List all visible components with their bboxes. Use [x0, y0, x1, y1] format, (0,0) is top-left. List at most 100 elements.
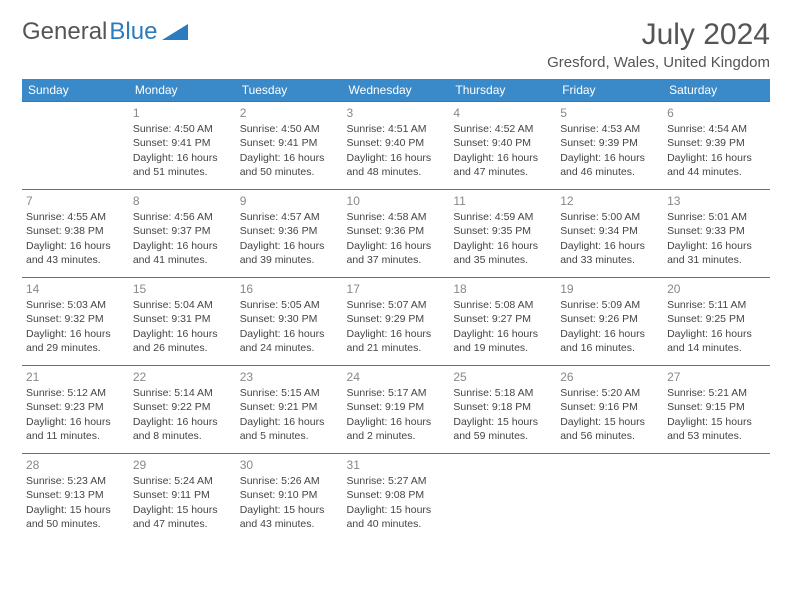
daylight-text: Daylight: 16 hours — [240, 415, 339, 429]
daylight-text: and 50 minutes. — [240, 165, 339, 179]
logo: GeneralBlue — [22, 18, 188, 46]
daylight-text: and 53 minutes. — [667, 429, 766, 443]
calendar-day-cell: 7Sunrise: 4:55 AMSunset: 9:38 PMDaylight… — [22, 190, 129, 278]
sunrise-text: Sunrise: 4:50 AM — [133, 122, 232, 136]
daylight-text: Daylight: 16 hours — [133, 327, 232, 341]
daylight-text: and 47 minutes. — [133, 517, 232, 531]
sunset-text: Sunset: 9:35 PM — [453, 224, 552, 238]
daylight-text: and 41 minutes. — [133, 253, 232, 267]
calendar-day-cell: 9Sunrise: 4:57 AMSunset: 9:36 PMDaylight… — [236, 190, 343, 278]
day-number: 22 — [133, 369, 232, 385]
sunrise-text: Sunrise: 5:17 AM — [347, 386, 446, 400]
sunrise-text: Sunrise: 5:26 AM — [240, 474, 339, 488]
calendar-day-cell: 14Sunrise: 5:03 AMSunset: 9:32 PMDayligh… — [22, 278, 129, 366]
calendar-table: SundayMondayTuesdayWednesdayThursdayFrid… — [22, 79, 770, 542]
calendar-empty-cell — [556, 454, 663, 542]
daylight-text: and 39 minutes. — [240, 253, 339, 267]
weekday-row: SundayMondayTuesdayWednesdayThursdayFrid… — [22, 79, 770, 102]
sunset-text: Sunset: 9:25 PM — [667, 312, 766, 326]
calendar-day-cell: 1Sunrise: 4:50 AMSunset: 9:41 PMDaylight… — [129, 102, 236, 190]
daylight-text: Daylight: 15 hours — [26, 503, 125, 517]
calendar-day-cell: 23Sunrise: 5:15 AMSunset: 9:21 PMDayligh… — [236, 366, 343, 454]
daylight-text: Daylight: 15 hours — [347, 503, 446, 517]
calendar-day-cell: 16Sunrise: 5:05 AMSunset: 9:30 PMDayligh… — [236, 278, 343, 366]
calendar-day-cell: 28Sunrise: 5:23 AMSunset: 9:13 PMDayligh… — [22, 454, 129, 542]
day-number: 4 — [453, 105, 552, 121]
daylight-text: and 51 minutes. — [133, 165, 232, 179]
calendar-day-cell: 25Sunrise: 5:18 AMSunset: 9:18 PMDayligh… — [449, 366, 556, 454]
calendar-day-cell: 3Sunrise: 4:51 AMSunset: 9:40 PMDaylight… — [343, 102, 450, 190]
calendar-day-cell: 24Sunrise: 5:17 AMSunset: 9:19 PMDayligh… — [343, 366, 450, 454]
daylight-text: and 48 minutes. — [347, 165, 446, 179]
weekday-header: Thursday — [449, 79, 556, 102]
weekday-header: Wednesday — [343, 79, 450, 102]
calendar-day-cell: 8Sunrise: 4:56 AMSunset: 9:37 PMDaylight… — [129, 190, 236, 278]
sunrise-text: Sunrise: 5:24 AM — [133, 474, 232, 488]
sunset-text: Sunset: 9:11 PM — [133, 488, 232, 502]
daylight-text: and 59 minutes. — [453, 429, 552, 443]
sunset-text: Sunset: 9:32 PM — [26, 312, 125, 326]
weekday-header: Sunday — [22, 79, 129, 102]
sunrise-text: Sunrise: 4:55 AM — [26, 210, 125, 224]
daylight-text: Daylight: 15 hours — [240, 503, 339, 517]
daylight-text: Daylight: 16 hours — [133, 239, 232, 253]
sunset-text: Sunset: 9:27 PM — [453, 312, 552, 326]
day-number: 24 — [347, 369, 446, 385]
daylight-text: and 43 minutes. — [240, 517, 339, 531]
day-number: 19 — [560, 281, 659, 297]
sunset-text: Sunset: 9:36 PM — [240, 224, 339, 238]
calendar-day-cell: 2Sunrise: 4:50 AMSunset: 9:41 PMDaylight… — [236, 102, 343, 190]
sunset-text: Sunset: 9:40 PM — [453, 136, 552, 150]
day-number: 1 — [133, 105, 232, 121]
day-number: 6 — [667, 105, 766, 121]
daylight-text: and 29 minutes. — [26, 341, 125, 355]
sunset-text: Sunset: 9:30 PM — [240, 312, 339, 326]
sunrise-text: Sunrise: 5:11 AM — [667, 298, 766, 312]
sunrise-text: Sunrise: 5:20 AM — [560, 386, 659, 400]
sunset-text: Sunset: 9:21 PM — [240, 400, 339, 414]
daylight-text: Daylight: 16 hours — [133, 415, 232, 429]
day-number: 5 — [560, 105, 659, 121]
daylight-text: and 14 minutes. — [667, 341, 766, 355]
sunset-text: Sunset: 9:19 PM — [347, 400, 446, 414]
day-number: 8 — [133, 193, 232, 209]
daylight-text: and 47 minutes. — [453, 165, 552, 179]
daylight-text: and 11 minutes. — [26, 429, 125, 443]
sunrise-text: Sunrise: 5:09 AM — [560, 298, 659, 312]
daylight-text: Daylight: 16 hours — [667, 239, 766, 253]
logo-text-1: General — [22, 18, 107, 46]
sunset-text: Sunset: 9:41 PM — [133, 136, 232, 150]
calendar-day-cell: 11Sunrise: 4:59 AMSunset: 9:35 PMDayligh… — [449, 190, 556, 278]
calendar-day-cell: 29Sunrise: 5:24 AMSunset: 9:11 PMDayligh… — [129, 454, 236, 542]
sunrise-text: Sunrise: 5:14 AM — [133, 386, 232, 400]
daylight-text: Daylight: 16 hours — [347, 151, 446, 165]
day-number: 20 — [667, 281, 766, 297]
daylight-text: Daylight: 16 hours — [26, 239, 125, 253]
location-text: Gresford, Wales, United Kingdom — [547, 54, 770, 71]
daylight-text: Daylight: 16 hours — [667, 151, 766, 165]
calendar-day-cell: 17Sunrise: 5:07 AMSunset: 9:29 PMDayligh… — [343, 278, 450, 366]
calendar-week-row: 14Sunrise: 5:03 AMSunset: 9:32 PMDayligh… — [22, 278, 770, 366]
calendar-page: GeneralBlue July 2024 Gresford, Wales, U… — [0, 0, 792, 560]
sunset-text: Sunset: 9:18 PM — [453, 400, 552, 414]
calendar-day-cell: 20Sunrise: 5:11 AMSunset: 9:25 PMDayligh… — [663, 278, 770, 366]
calendar-empty-cell — [22, 102, 129, 190]
day-number: 21 — [26, 369, 125, 385]
daylight-text: and 33 minutes. — [560, 253, 659, 267]
header: GeneralBlue July 2024 Gresford, Wales, U… — [22, 18, 770, 71]
sunrise-text: Sunrise: 5:03 AM — [26, 298, 125, 312]
daylight-text: Daylight: 16 hours — [240, 239, 339, 253]
calendar-day-cell: 22Sunrise: 5:14 AMSunset: 9:22 PMDayligh… — [129, 366, 236, 454]
calendar-day-cell: 27Sunrise: 5:21 AMSunset: 9:15 PMDayligh… — [663, 366, 770, 454]
sunset-text: Sunset: 9:08 PM — [347, 488, 446, 502]
day-number: 28 — [26, 457, 125, 473]
weekday-header: Saturday — [663, 79, 770, 102]
daylight-text: and 37 minutes. — [347, 253, 446, 267]
day-number: 29 — [133, 457, 232, 473]
daylight-text: Daylight: 16 hours — [26, 415, 125, 429]
day-number: 9 — [240, 193, 339, 209]
calendar-day-cell: 21Sunrise: 5:12 AMSunset: 9:23 PMDayligh… — [22, 366, 129, 454]
weekday-header: Friday — [556, 79, 663, 102]
sunset-text: Sunset: 9:26 PM — [560, 312, 659, 326]
daylight-text: Daylight: 16 hours — [560, 151, 659, 165]
